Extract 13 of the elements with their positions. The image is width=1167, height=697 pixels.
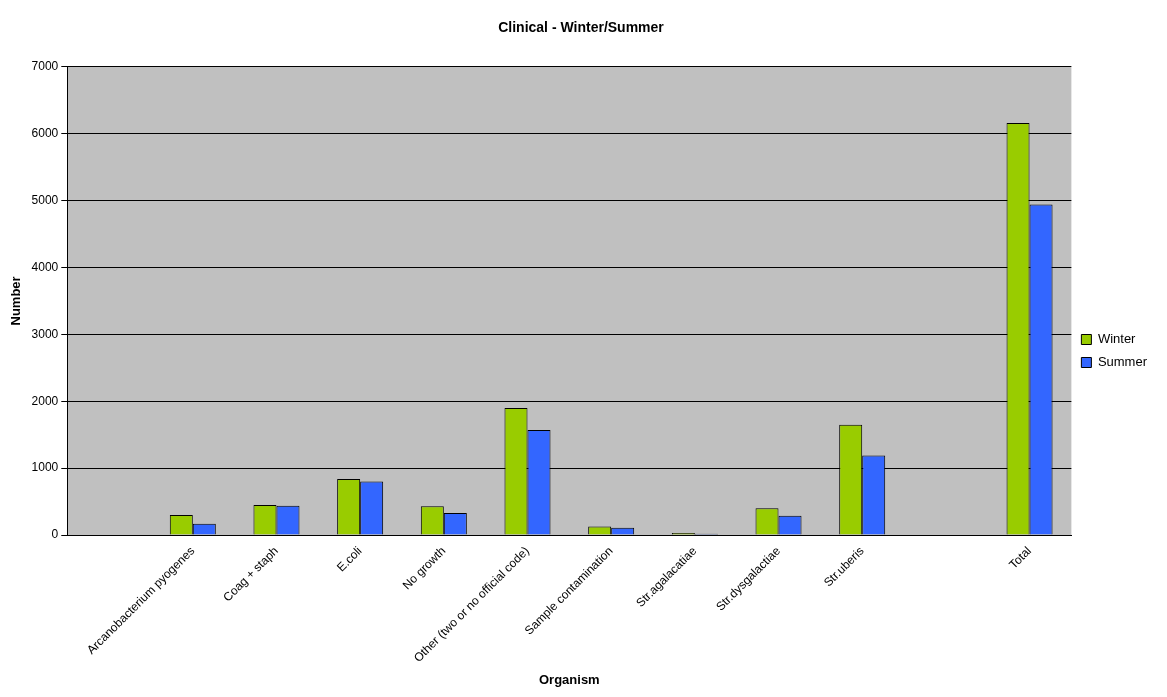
y-axis-title: Number [8, 276, 24, 326]
legend-label: Summer [1097, 354, 1148, 370]
y-tick-label: 7000 [31, 59, 59, 74]
x-axis-title: Organism [538, 671, 600, 687]
chart-title: Clinical - Winter/Summer [498, 19, 665, 36]
y-tick-label: 6000 [31, 126, 59, 141]
y-tick-label: 4000 [31, 259, 59, 274]
y-tick-label: 5000 [31, 192, 59, 207]
y-tick-label: 0 [51, 527, 59, 542]
y-tick-label: 3000 [31, 326, 59, 341]
y-tick-label: 2000 [31, 393, 59, 408]
y-tick-label: 1000 [31, 460, 59, 475]
legend-label: Winter [1097, 331, 1137, 347]
